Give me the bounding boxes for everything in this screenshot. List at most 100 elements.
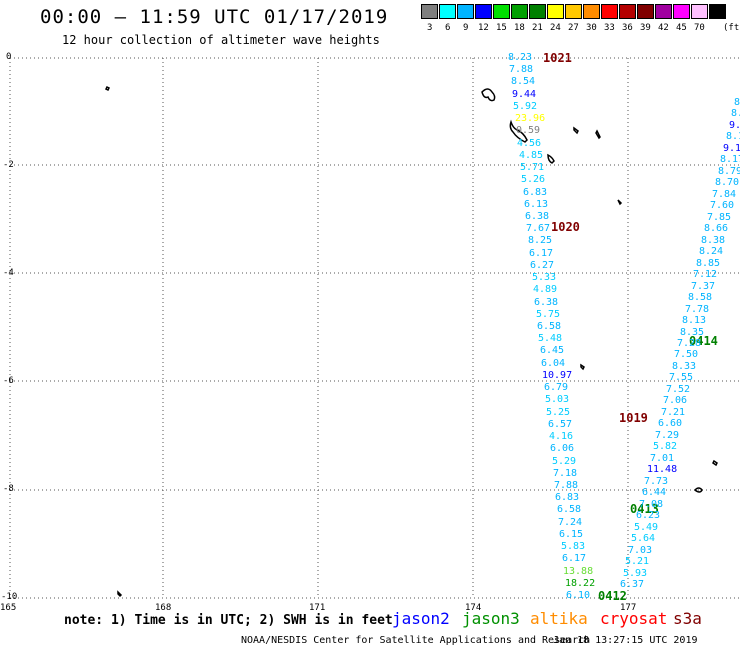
track-value: 8.: [734, 97, 740, 108]
track-value: 7.73: [644, 476, 669, 487]
colorbar-swatch: [457, 4, 474, 19]
track-value: 6.27: [530, 260, 555, 271]
track-value: 8.38: [701, 235, 726, 246]
satellite-jason2: jason2: [392, 609, 450, 628]
track-value: 4.85: [519, 150, 544, 161]
track-value: 8.24: [699, 246, 724, 257]
colorbar-label: 12: [478, 23, 489, 33]
track-value: 6.06: [550, 443, 575, 454]
pass-label: 1019: [619, 411, 648, 425]
island-outline: [580, 363, 585, 371]
track-value: 5.93: [623, 568, 648, 579]
colorbar-swatch: [691, 4, 708, 19]
track-value: 0.59: [516, 125, 541, 136]
colorbar-swatch: [709, 4, 726, 19]
lon-label: 168: [155, 603, 172, 613]
track-value: 10.97: [542, 370, 573, 381]
track-value: 4.16: [549, 431, 574, 442]
colorbar-label: 27: [568, 23, 579, 33]
track-value: 8.: [731, 108, 740, 119]
colorbar-swatch: [655, 4, 672, 19]
track-value: 8.66: [704, 223, 729, 234]
track-value: 8.25: [528, 235, 553, 246]
track-value: 7.28: [677, 338, 702, 349]
track-value: 8.58: [688, 292, 713, 303]
satellite-cryosat: cryosat: [600, 609, 668, 628]
track-value: 6.17: [562, 553, 587, 564]
map-title: 00:00 – 11:59 UTC 01/17/2019: [40, 6, 389, 28]
track-value: 7.37: [691, 281, 716, 292]
track-value: 6.15: [559, 529, 584, 540]
colorbar-label: 3: [427, 23, 433, 33]
track-value: 9.1: [729, 120, 740, 131]
track-value: 7.03: [628, 545, 653, 556]
colorbar-label: 39: [640, 23, 651, 33]
track-value: 6.44: [642, 487, 667, 498]
track-value: 8.79: [718, 166, 740, 177]
track-value: 5.82: [653, 441, 678, 452]
island-outline: [573, 126, 579, 135]
lon-label: 171: [309, 603, 326, 613]
track-value: 8.33: [672, 361, 697, 372]
island-outline: [693, 487, 703, 493]
track-value: 8.17: [720, 154, 740, 165]
track-value: 7.18: [553, 468, 578, 479]
track-value: 5.03: [545, 394, 570, 405]
footer-note: note: 1) Time is in UTC; 2) SWH is in fe…: [64, 613, 393, 628]
track-value: 9.10: [723, 143, 740, 154]
track-value: 5.49: [634, 522, 659, 533]
colorbar-label: 33: [604, 23, 615, 33]
colorbar-swatch: [583, 4, 600, 19]
track-value: 6.58: [557, 504, 582, 515]
colorbar-label: 18: [514, 23, 525, 33]
island-outline: [509, 119, 528, 143]
track-value: 7.21: [661, 407, 686, 418]
island-outline: [595, 129, 601, 140]
lat-label: -8: [3, 484, 14, 494]
lon-label: 177: [620, 603, 637, 613]
colorbar-swatch: [547, 4, 564, 19]
track-value: 6.83: [555, 492, 580, 503]
credit-line: NOAA/NESDIS Center for Satellite Applica…: [241, 635, 591, 646]
colorbar-label: 30: [586, 23, 597, 33]
track-value: 5.33: [532, 272, 557, 283]
colorbar-label: 15: [496, 23, 507, 33]
track-value: 5.48: [538, 333, 563, 344]
island-outline: [712, 459, 718, 467]
track-value: 7.60: [710, 200, 735, 211]
lon-label: 174: [465, 603, 482, 613]
colorbar-swatch: [565, 4, 582, 19]
track-value: 8.70: [715, 177, 740, 188]
island-outline: [547, 153, 555, 164]
track-value: 11.48: [647, 464, 678, 475]
colorbar-swatch: [493, 4, 510, 19]
pass-label: 1021: [543, 51, 572, 65]
lat-label: -4: [3, 268, 14, 278]
track-value: 7.88: [554, 480, 579, 491]
colorbar-swatch: [439, 4, 456, 19]
track-value: 7.78: [685, 304, 710, 315]
island-outline: [117, 590, 123, 598]
track-value: 7.52: [666, 384, 691, 395]
track-value: 5.26: [521, 174, 546, 185]
lat-label: 0: [6, 52, 12, 62]
generated-timestamp: Jan 18 13:27:15 UTC 2019: [553, 635, 698, 646]
track-value: 6.38: [525, 211, 550, 222]
track-value: 6.13: [524, 199, 549, 210]
satellite-jason3: jason3: [462, 609, 520, 628]
colorbar-label: 70: [694, 23, 705, 33]
track-value: 7.06: [663, 395, 688, 406]
track-value: 6.04: [541, 358, 566, 369]
colorbar-swatch: [529, 4, 546, 19]
satellite-s3a: s3a: [673, 609, 702, 628]
colorbar-label: 9: [463, 23, 469, 33]
colorbar-swatch: [421, 4, 438, 19]
track-value: 8.54: [511, 76, 536, 87]
track-value: 6.60: [658, 418, 683, 429]
island-outline: [617, 199, 623, 206]
track-value: 6.23: [636, 510, 661, 521]
track-value: 5.25: [546, 407, 571, 418]
track-value: 7.12: [693, 269, 718, 280]
track-value: 7.55: [669, 372, 694, 383]
